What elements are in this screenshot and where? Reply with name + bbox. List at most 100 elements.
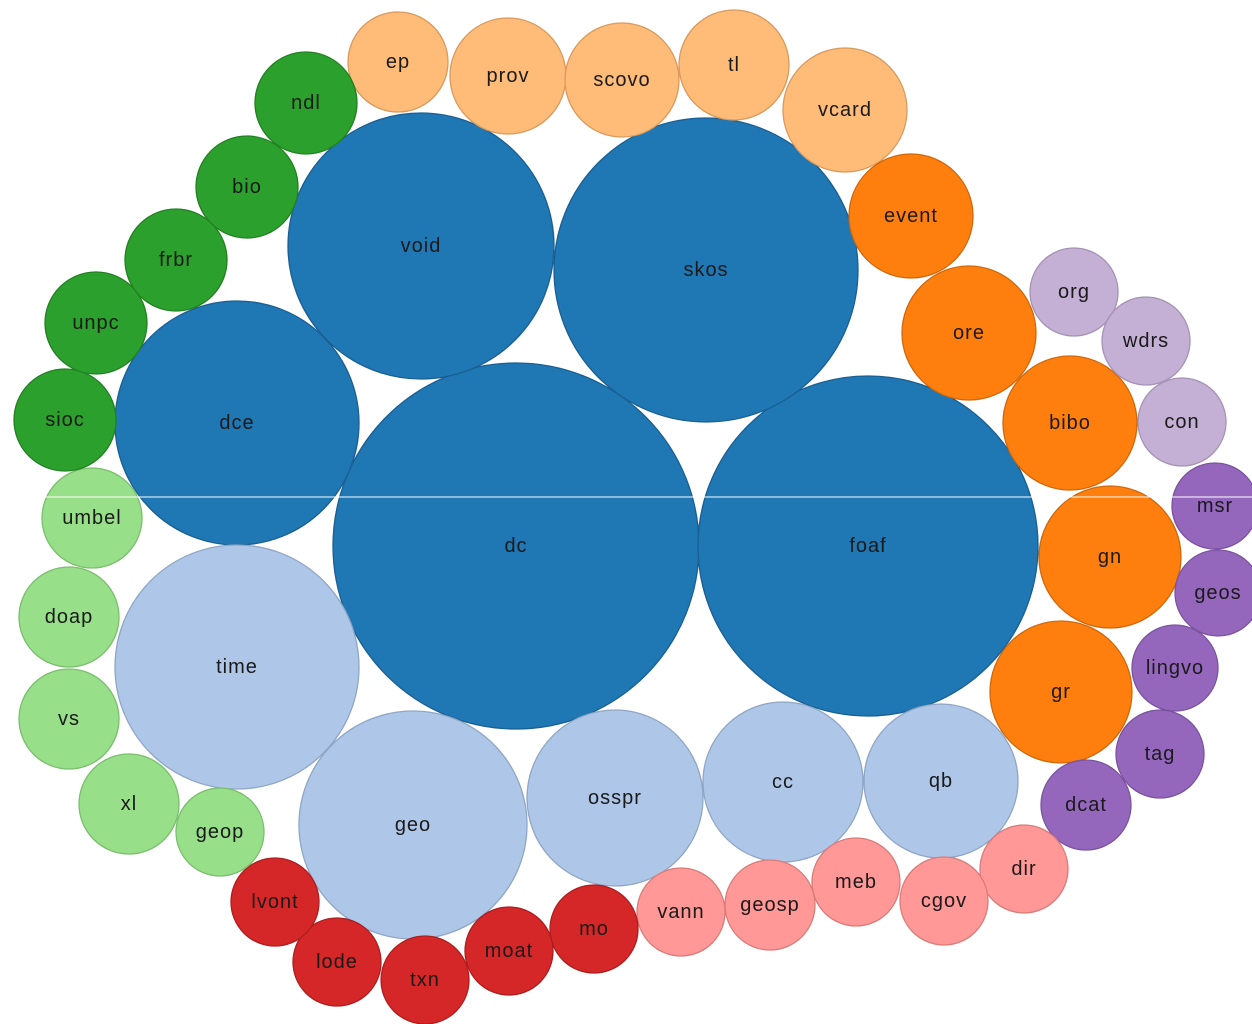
bubble-label-scovo: scovo: [593, 69, 650, 91]
bubble-unpc: unpc: [44, 271, 148, 375]
bubble-label-time: time: [216, 656, 258, 678]
bubble-bibo: bibo: [1002, 355, 1138, 491]
bubble-geo: geo: [298, 710, 528, 940]
bubble-circle-ore: [901, 265, 1037, 401]
bubble-circle-bibo: [1002, 355, 1138, 491]
bubble-tl: tl: [678, 9, 790, 121]
bubble-geop: geop: [175, 787, 265, 877]
bubble-geos: geos: [1174, 549, 1252, 637]
bubble-label-msr: msr: [1197, 495, 1233, 517]
bubble-mo: mo: [549, 884, 639, 974]
bubble-qb: qb: [863, 703, 1019, 859]
bubble-event: event: [848, 153, 974, 279]
bubble-circle-dir: [979, 824, 1069, 914]
bubble-label-dce: dce: [219, 412, 254, 434]
bubble-circle-vann: [636, 867, 726, 957]
bubble-label-geo: geo: [395, 814, 431, 836]
bubble-label-mo: mo: [579, 918, 609, 940]
bubble-moat: moat: [464, 906, 554, 996]
bubble-dce: dce: [114, 300, 360, 546]
bubble-prov: prov: [449, 17, 567, 135]
bubble-label-tag: tag: [1145, 743, 1176, 765]
bubble-circle-ndl: [254, 51, 358, 155]
bubble-label-ore: ore: [953, 322, 985, 344]
bubble-label-lingvo: lingvo: [1146, 657, 1204, 679]
bubble-meb: meb: [811, 837, 901, 927]
bubble-circle-lvont: [230, 857, 320, 947]
bubble-doap: doap: [18, 566, 120, 668]
bubble-circle-wdrs: [1101, 296, 1191, 386]
bubble-label-tl: tl: [728, 54, 740, 76]
bubble-circle-frbr: [124, 208, 228, 312]
bubble-label-doap: doap: [45, 606, 94, 628]
bubble-circle-vs: [18, 668, 120, 770]
bubble-circle-geop: [175, 787, 265, 877]
bubble-label-frbr: frbr: [159, 249, 193, 271]
bubble-label-qb: qb: [929, 770, 953, 792]
bubble-label-vcard: vcard: [818, 99, 872, 121]
bubble-label-void: void: [401, 235, 442, 257]
bubble-label-foaf: foaf: [849, 535, 886, 557]
bubble-circle-gr: [989, 620, 1133, 764]
bubble-lvont: lvont: [230, 857, 320, 947]
bubble-circle-lode: [292, 917, 382, 1007]
bubble-circle-tag: [1115, 709, 1205, 799]
bubble-label-lode: lode: [316, 951, 358, 973]
bubble-lingvo: lingvo: [1131, 624, 1219, 712]
bubble-ndl: ndl: [254, 51, 358, 155]
bubble-label-cc: cc: [772, 771, 794, 793]
bubble-label-ep: ep: [386, 51, 410, 73]
bubble-circle-bio: [195, 135, 299, 239]
bubble-label-prov: prov: [487, 65, 530, 87]
bubble-org: org: [1029, 247, 1119, 337]
bubble-cgov: cgov: [899, 856, 989, 946]
bubble-umbel: umbel: [41, 467, 143, 569]
bubble-osspr: osspr: [526, 709, 704, 887]
bubble-label-bio: bio: [232, 176, 262, 198]
bubble-circle-sioc: [13, 368, 117, 472]
bubble-circle-geos: [1174, 549, 1252, 637]
bubble-circle-doap: [18, 566, 120, 668]
bubble-label-vann: vann: [657, 901, 704, 923]
bubble-tag: tag: [1115, 709, 1205, 799]
bubble-circle-osspr: [526, 709, 704, 887]
bubble-dc: dc: [332, 362, 700, 730]
bubble-label-lvont: lvont: [251, 891, 298, 913]
bubble-sioc: sioc: [13, 368, 117, 472]
bubble-con: con: [1137, 377, 1227, 467]
bubble-circle-dcat: [1040, 759, 1132, 851]
bubble-void: void: [287, 112, 555, 380]
bubble-label-wdrs: wdrs: [1122, 330, 1169, 352]
bubble-label-dcat: dcat: [1065, 794, 1107, 816]
bubble-circle-tl: [678, 9, 790, 121]
bubble-lode: lode: [292, 917, 382, 1007]
bubble-circle-gn: [1038, 485, 1182, 629]
bubble-circle-mo: [549, 884, 639, 974]
bubble-circle-foaf: [697, 375, 1039, 717]
bubble-circle-msr: [1171, 462, 1252, 550]
bubble-cc: cc: [702, 701, 864, 863]
bubble-vcard: vcard: [782, 47, 908, 173]
bubble-circle-con: [1137, 377, 1227, 467]
bubble-circle-void: [287, 112, 555, 380]
bubble-circle-lingvo: [1131, 624, 1219, 712]
bubble-xl: xl: [78, 753, 180, 855]
bubble-gr: gr: [989, 620, 1133, 764]
bubble-ep: ep: [347, 11, 449, 113]
bubble-label-osspr: osspr: [588, 787, 642, 809]
bubble-circle-umbel: [41, 467, 143, 569]
bubble-circle-time: [114, 544, 360, 790]
bubble-gn: gn: [1038, 485, 1182, 629]
bubble-circle-meb: [811, 837, 901, 927]
bubble-msr: msr: [1171, 462, 1252, 550]
bubble-label-vs: vs: [58, 708, 80, 730]
bubble-label-geop: geop: [196, 821, 245, 843]
bubble-label-moat: moat: [485, 940, 533, 962]
bubble-label-event: event: [884, 205, 938, 227]
bubble-label-umbel: umbel: [62, 507, 121, 529]
bubble-frbr: frbr: [124, 208, 228, 312]
bubble-foaf: foaf: [697, 375, 1039, 717]
bubble-label-meb: meb: [835, 871, 877, 893]
bubble-label-skos: skos: [683, 259, 728, 281]
